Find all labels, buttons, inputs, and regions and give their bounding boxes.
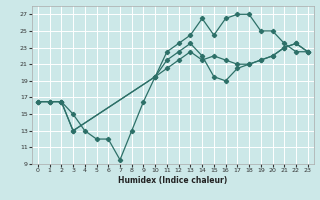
X-axis label: Humidex (Indice chaleur): Humidex (Indice chaleur) xyxy=(118,176,228,185)
